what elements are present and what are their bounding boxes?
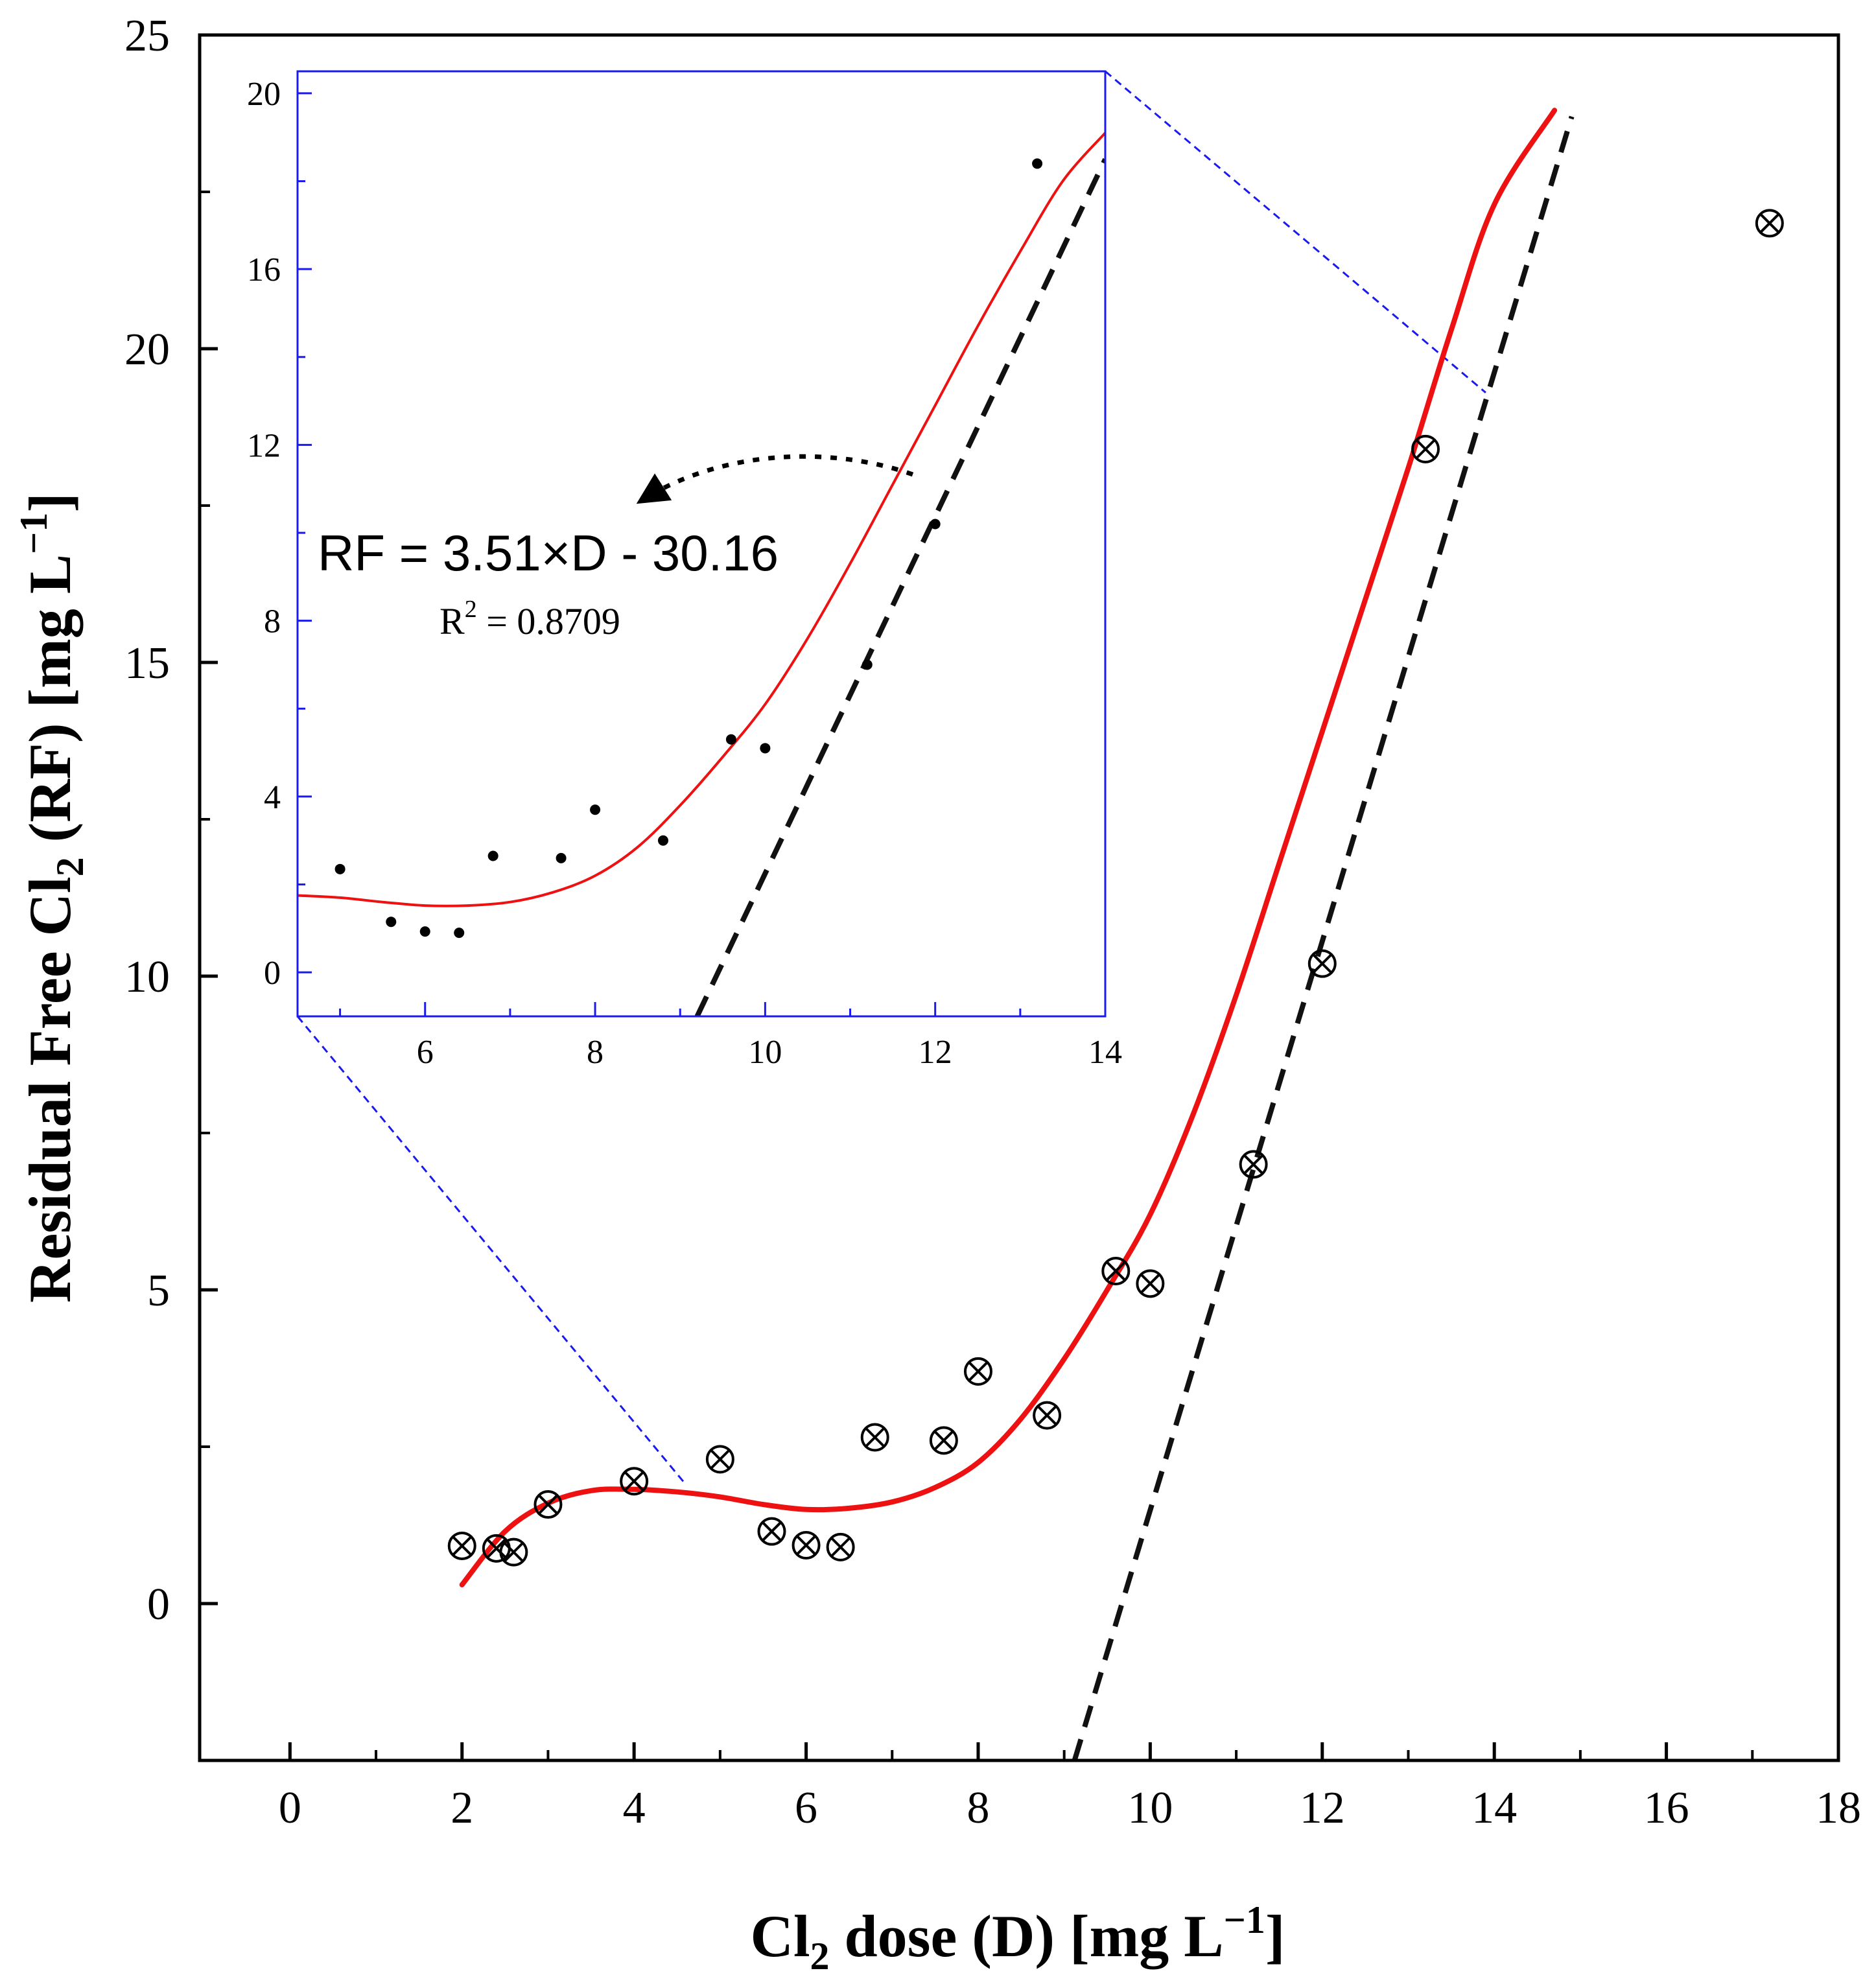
data-point (1411, 434, 1440, 463)
data-point (620, 1467, 649, 1496)
data-point (1239, 1150, 1268, 1179)
data-point (1307, 949, 1337, 978)
zoom-connector-lines (296, 70, 1486, 1486)
data-point (826, 1532, 855, 1561)
x-tick-label: 12 (1300, 1783, 1345, 1833)
inset-x-tick-label: 14 (1088, 1034, 1122, 1071)
x-tick-label: 14 (1471, 1783, 1517, 1833)
data-point (1033, 1401, 1062, 1430)
y-axis-title: Residual Free Cl2 (RF) [mg L−1] (12, 493, 91, 1303)
inset-y-tick-label: 20 (247, 76, 281, 113)
inset-background (298, 71, 1105, 1016)
data-point (791, 1530, 821, 1560)
inset-x-tick-label: 6 (417, 1034, 434, 1071)
inset-y-tick-label: 12 (247, 427, 281, 464)
inset-ticks: 6 8 10 12 14 0 4 8 12 16 20 (247, 76, 1122, 1071)
x-tick-label: 10 (1127, 1783, 1173, 1833)
x-tick-label: 6 (795, 1783, 817, 1833)
inset-y-tick-label: 4 (264, 779, 281, 816)
inset-data-point (386, 917, 397, 928)
x-tick-label: 8 (967, 1783, 989, 1833)
inset-x-tick-label: 8 (587, 1034, 604, 1071)
data-point (499, 1537, 528, 1567)
x-tick-label: 0 (279, 1783, 301, 1833)
polynomial-fit-line (459, 108, 1558, 1587)
inset-y-tick-label: 0 (264, 955, 281, 992)
inset-data-point (454, 928, 465, 939)
x-tick-label: 2 (451, 1783, 473, 1833)
inset-data-point (334, 863, 346, 874)
data-point (1101, 1256, 1131, 1285)
curved-arrow (636, 454, 914, 504)
inset-data-point (657, 835, 668, 846)
inset-linear-fit-line (694, 158, 1105, 1016)
data-point (963, 1357, 992, 1386)
inset-data-point (1032, 158, 1043, 169)
y-tick-label: 15 (124, 638, 170, 688)
y-tick-label: 10 (124, 952, 170, 1002)
main-plot-frame (198, 33, 1840, 1762)
data-point (929, 1426, 958, 1455)
zoom-line-lower (296, 1016, 686, 1486)
inset-series (298, 132, 1105, 1016)
data-point (447, 1531, 476, 1560)
x-tick-label: 4 (623, 1783, 646, 1833)
inset-x-tick-label: 10 (748, 1034, 782, 1071)
y-tick-label: 0 (147, 1580, 170, 1630)
data-point (705, 1445, 734, 1474)
inset-data-point (419, 926, 430, 937)
inset-data-point (862, 659, 873, 670)
x-tick-label: 16 (1644, 1783, 1689, 1833)
inset-polynomial-fit-line (298, 132, 1105, 907)
y-tick-label: 25 (124, 11, 170, 61)
r-squared-label: R2 = 0.8709 (440, 596, 620, 642)
data-point (757, 1517, 786, 1546)
y-tick-label: 5 (147, 1266, 170, 1316)
y-tick-label: 20 (124, 325, 170, 375)
inset-y-tick-label: 16 (247, 251, 281, 288)
data-point (860, 1423, 889, 1452)
zoom-line-upper (1105, 70, 1486, 393)
main-ticks: 0 2 4 6 8 10 12 14 16 18 0 5 10 15 20 25 (124, 11, 1861, 1833)
inset-y-tick-label: 8 (264, 603, 281, 640)
main-series (447, 108, 1784, 1760)
x-tick-label: 18 (1816, 1783, 1861, 1833)
inset-data-point (487, 850, 498, 861)
inset-frame (296, 70, 1107, 1018)
data-point (533, 1490, 563, 1519)
data-point (1136, 1269, 1165, 1298)
inset-data-point (590, 804, 601, 815)
inset-data-point (760, 743, 771, 754)
inset-data-point (725, 734, 736, 745)
inset-data-point (930, 519, 941, 530)
inset-x-tick-label: 12 (919, 1034, 952, 1071)
x-axis-title: Cl2 dose (D) [mg L−1] (751, 1898, 1285, 1978)
equation-label: RF = 3.51×D - 30.16 (318, 524, 779, 581)
inset-data-point (556, 852, 567, 863)
data-point (1755, 209, 1784, 238)
linear-fit-line (1072, 115, 1575, 1760)
